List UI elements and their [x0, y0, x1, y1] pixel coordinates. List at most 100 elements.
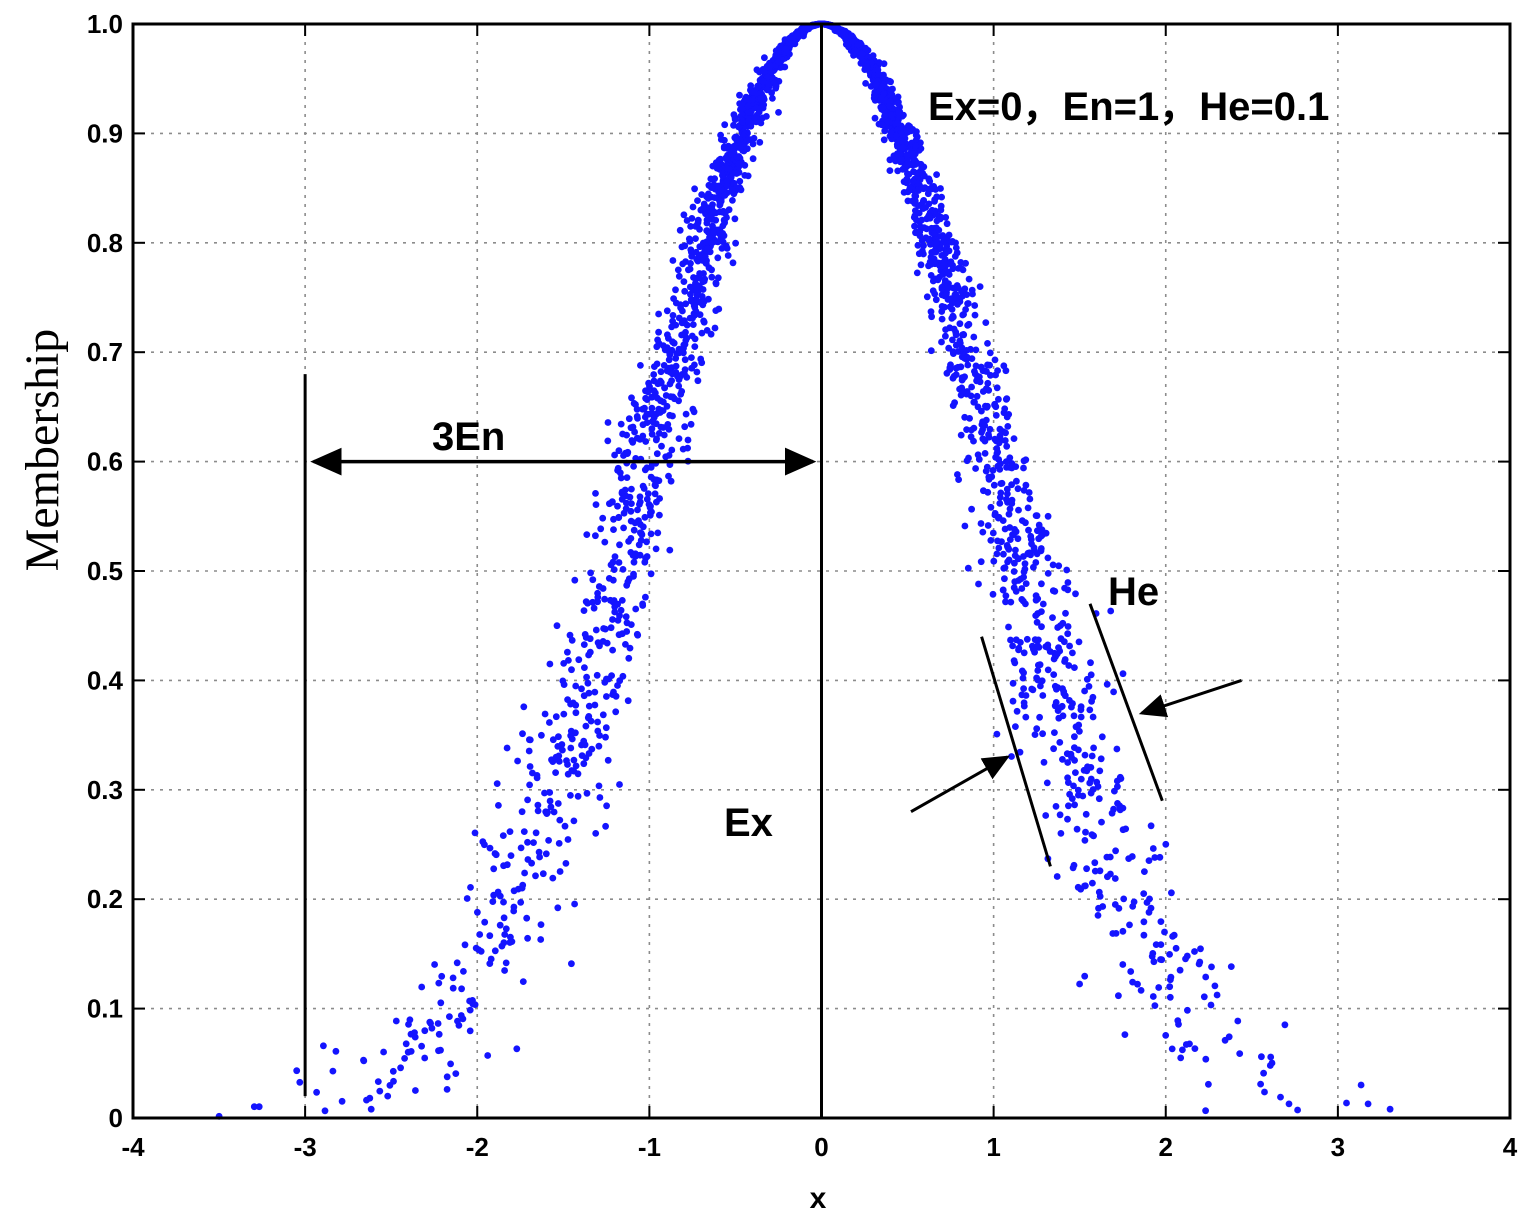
scatter-point [639, 602, 647, 609]
scatter-point [1196, 958, 1204, 966]
scatter-point [384, 1092, 392, 1100]
scatter-point [940, 234, 948, 242]
scatter-point [970, 333, 978, 341]
scatter-point [549, 758, 557, 765]
scatter-point [1001, 437, 1009, 444]
scatter-point [996, 500, 1004, 507]
scatter-point [568, 960, 575, 968]
scatter-point [938, 338, 945, 346]
scatter-point [1168, 889, 1175, 897]
scatter-point [609, 646, 616, 654]
scatter-point [500, 914, 508, 922]
scatter-point [565, 657, 572, 664]
scatter-point [486, 844, 494, 852]
scatter-point [747, 82, 755, 89]
x-tick-label: 0 [814, 1132, 828, 1162]
scatter-point [539, 870, 547, 878]
scatter-point [471, 1001, 479, 1008]
scatter-point [654, 529, 662, 537]
scatter-point [954, 284, 962, 291]
scatter-point [1343, 1099, 1350, 1107]
scatter-point [1008, 753, 1015, 760]
scatter-point [1077, 775, 1085, 783]
scatter-point [594, 593, 602, 601]
scatter-point [503, 744, 511, 752]
scatter-point [1050, 671, 1058, 678]
scatter-point [604, 437, 612, 445]
scatter-point [1009, 642, 1016, 650]
scatter-point [912, 142, 919, 150]
scatter-point [968, 505, 975, 513]
scatter-point [547, 803, 555, 811]
scatter-point [647, 570, 655, 578]
scatter-point [636, 493, 644, 501]
scatter-point [683, 374, 691, 381]
scatter-point [690, 408, 698, 416]
scatter-point [630, 526, 638, 534]
scatter-point [1037, 545, 1045, 552]
scatter-point [1044, 570, 1052, 577]
scatter-point [1074, 786, 1082, 794]
scatter-point [564, 836, 572, 843]
scatter-point [500, 898, 507, 906]
scatter-point [1211, 982, 1219, 990]
scatter-point [984, 361, 991, 369]
scatter-point [612, 708, 620, 716]
scatter-point [1174, 1017, 1182, 1025]
scatter-point [580, 760, 588, 768]
scatter-point [1172, 944, 1180, 952]
scatter-point [1081, 687, 1088, 695]
scatter-point [989, 590, 997, 598]
scatter-point [862, 80, 869, 87]
scatter-point [716, 208, 724, 216]
scatter-point [1126, 921, 1133, 929]
scatter-point [975, 580, 982, 588]
scatter-point [578, 685, 585, 693]
scatter-point [961, 285, 969, 293]
scatter-point [604, 419, 612, 426]
scatter-point [1145, 857, 1153, 864]
scatter-point [1020, 649, 1028, 657]
scatter-point [649, 417, 656, 425]
scatter-point [625, 538, 632, 545]
scatter-point [616, 612, 623, 620]
scatter-point [678, 331, 685, 339]
scatter-point [981, 422, 989, 429]
scatter-point [999, 586, 1007, 594]
scatter-point [945, 247, 953, 255]
scatter-point [1014, 485, 1022, 493]
scatter-point [970, 437, 977, 445]
scatter-point [945, 231, 953, 239]
scatter-point [984, 488, 992, 496]
scatter-point [1099, 903, 1107, 910]
scatter-point [931, 290, 939, 298]
scatter-point [1050, 745, 1057, 753]
scatter-point [1031, 731, 1039, 738]
scatter-point [501, 931, 509, 938]
scatter-point [672, 286, 679, 294]
scatter-point [1020, 685, 1027, 692]
scatter-point [1064, 623, 1072, 630]
scatter-point [510, 903, 518, 911]
scatter-point [782, 45, 790, 53]
scatter-point [437, 1046, 444, 1054]
scatter-point [1050, 655, 1058, 663]
scatter-point [1137, 987, 1145, 994]
scatter-point [995, 395, 1002, 403]
scatter-point [1039, 692, 1047, 699]
scatter-point [507, 852, 515, 859]
scatter-point [928, 183, 936, 191]
scatter-point [1012, 723, 1019, 730]
scatter-point [1031, 636, 1039, 644]
scatter-point [994, 367, 1001, 374]
scatter-point [1191, 948, 1198, 955]
scatter-point [963, 291, 971, 298]
scatter-point [918, 237, 926, 245]
scatter-point [602, 733, 609, 741]
scatter-point [526, 736, 533, 744]
scatter-point [716, 197, 723, 205]
scatter-point [389, 1067, 397, 1075]
scatter-point [615, 514, 622, 521]
scatter-point [321, 1107, 329, 1115]
scatter-point [594, 639, 602, 647]
